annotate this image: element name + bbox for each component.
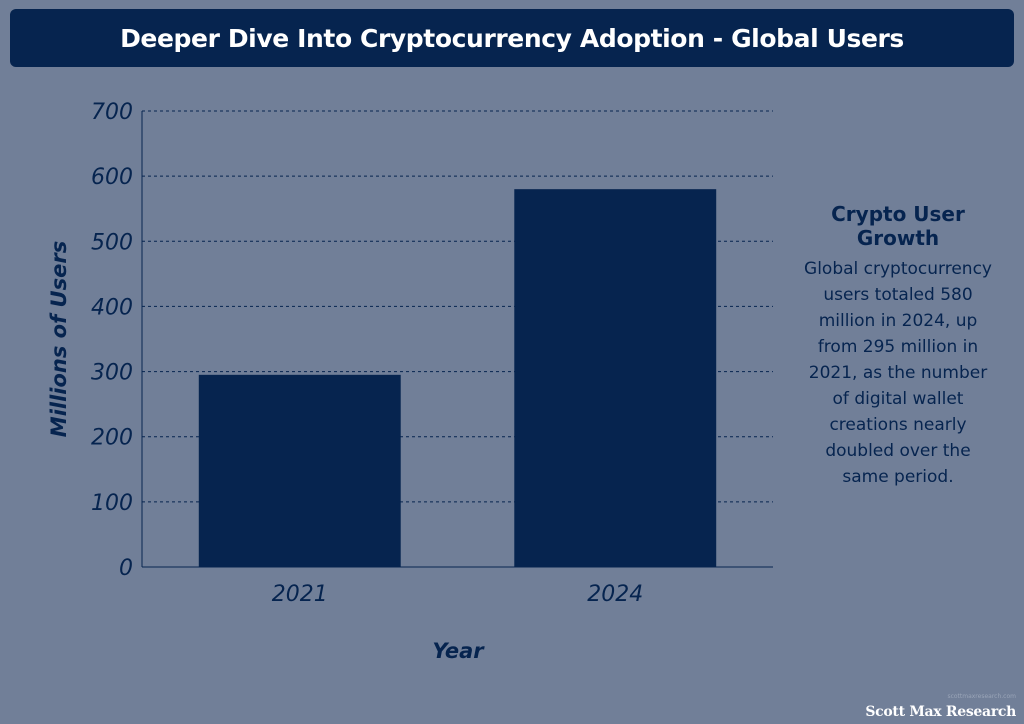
page-title: Deeper Dive Into Cryptocurrency Adoption… (120, 23, 904, 53)
y-axis-title: Millions of Users (47, 241, 71, 437)
brand-logo: Scott Max Research (865, 704, 1016, 720)
y-tick-label: 200 (91, 426, 133, 451)
title-bar: Deeper Dive Into Cryptocurrency Adoption… (10, 9, 1014, 67)
side-panel-body: Global cryptocurrency users totaled 580 … (804, 259, 992, 487)
y-tick-label: 400 (91, 295, 133, 320)
y-tick-label: 500 (91, 230, 133, 255)
y-tick-label: 300 (91, 361, 133, 386)
bar-2024 (514, 189, 717, 567)
bar-2021 (198, 374, 401, 567)
source-credit: scottmaxresearch.com Scott Max Research (865, 693, 1016, 720)
side-panel: Crypto User Growth Global cryptocurrency… (792, 202, 1004, 490)
source-url: scottmaxresearch.com (947, 693, 1016, 700)
axes (141, 111, 773, 568)
x-tick-label: 2024 (587, 582, 643, 607)
y-tick-labels: 0 100 200 300 400 500 600 700 (91, 100, 133, 581)
x-tick-labels: 2021 2024 (272, 582, 644, 607)
side-panel-heading: Crypto User Growth (831, 202, 965, 250)
x-tick-label: 2021 (272, 582, 328, 607)
y-tick-label: 700 (91, 100, 133, 125)
y-tick-label: 600 (91, 165, 133, 190)
y-tick-label: 0 (119, 556, 133, 581)
y-tick-label: 100 (91, 491, 133, 516)
bars (198, 189, 717, 567)
x-axis-title: Year (432, 639, 485, 663)
